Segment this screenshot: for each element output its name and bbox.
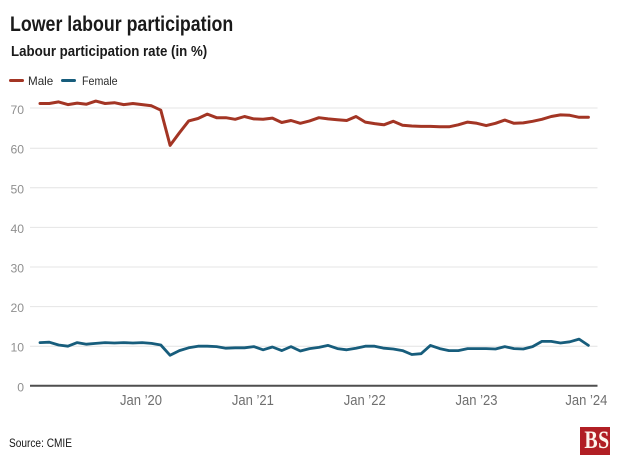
svg-text:30: 30 <box>10 262 24 276</box>
svg-text:Jan ’21: Jan ’21 <box>232 393 274 409</box>
svg-text:Jan ’23: Jan ’23 <box>456 393 498 409</box>
svg-text:Jan ’20: Jan ’20 <box>120 393 162 409</box>
svg-text:0: 0 <box>17 380 24 394</box>
svg-text:40: 40 <box>10 222 24 236</box>
svg-text:Jan ’24: Jan ’24 <box>565 393 607 409</box>
svg-text:20: 20 <box>10 301 24 315</box>
svg-text:50: 50 <box>10 182 24 196</box>
svg-text:10: 10 <box>10 341 24 355</box>
svg-text:60: 60 <box>10 143 24 157</box>
svg-text:70: 70 <box>10 103 24 117</box>
svg-text:Jan ’22: Jan ’22 <box>344 393 386 409</box>
